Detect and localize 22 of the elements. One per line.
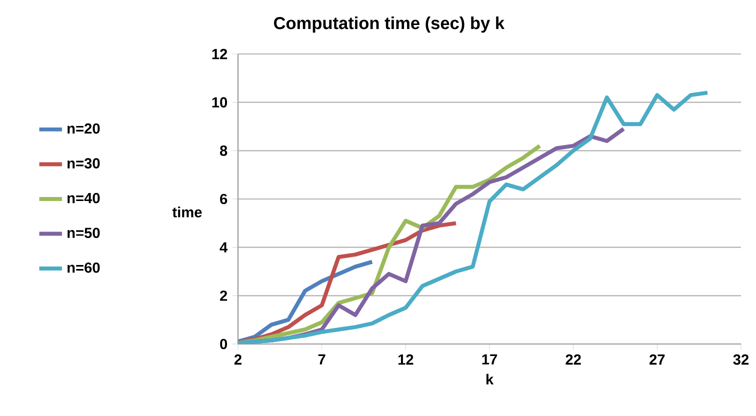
x-tick-label: 32 [733, 354, 749, 365]
x-axis-title: k [486, 374, 494, 384]
legend-label: n=60 [68, 262, 100, 273]
x-tick-label: 12 [398, 354, 414, 365]
x-tick-label: 2 [234, 354, 242, 365]
legend-label: n=30 [68, 158, 100, 168]
y-tick-label: 8 [220, 146, 228, 156]
x-tick-label: 7 [318, 354, 326, 364]
legend-label: n=40 [68, 192, 100, 204]
legend-label: n=20 [68, 123, 100, 134]
y-tick-label: 4 [220, 242, 228, 252]
x-tick-label: 17 [482, 354, 497, 364]
x-tick-label: 27 [650, 354, 665, 365]
y-tick-label: 6 [220, 194, 228, 204]
y-tick-label: 10 [212, 97, 228, 108]
chart-title: Computation time (sec) by k [274, 16, 505, 33]
y-tick-label: 2 [220, 290, 228, 301]
y-axis-title: time [172, 206, 202, 218]
y-tick-label: 12 [212, 48, 228, 60]
legend-label: n=50 [68, 228, 100, 238]
y-tick-label: 0 [220, 338, 228, 350]
x-tick-label: 22 [566, 354, 581, 365]
